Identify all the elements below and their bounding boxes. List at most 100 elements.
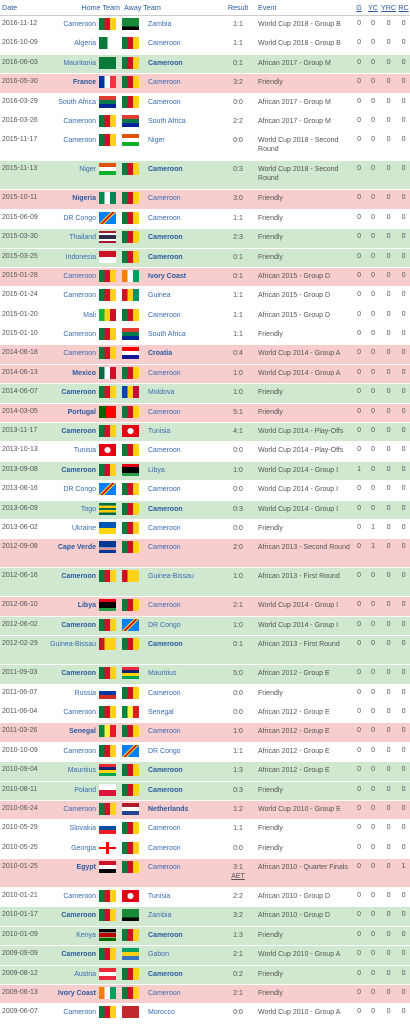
col-home-header[interactable]: Home Team [50, 0, 122, 16]
match-result-link[interactable]: 1:2 [222, 800, 255, 821]
away-team-link[interactable]: Guinea [145, 286, 223, 307]
match-row[interactable]: 2009-09-09 Cameroon Gabon 2:1 World Cup 2010… [0, 945, 410, 966]
away-team-link[interactable]: Netherlands [145, 800, 223, 821]
match-row[interactable]: 2011-03-26 Senegal Cameroon 1:0 African 2012… [0, 722, 410, 743]
match-result-link[interactable]: 2:0 [222, 538, 255, 569]
match-result-link[interactable]: 0:1 [222, 635, 255, 666]
home-team-link[interactable]: Russia [50, 684, 99, 704]
away-team-link[interactable]: Guinea-Bissau [145, 567, 223, 598]
home-team-link[interactable]: Georgia [50, 839, 99, 860]
away-team-link[interactable]: South Africa [145, 112, 223, 133]
match-result-link[interactable]: 1:0 [222, 364, 255, 385]
match-row[interactable]: 2014-06-07 Cameroon Moldova 1:0 Friendly 0 0 0 0 [0, 383, 410, 404]
match-row[interactable]: 2011-09-03 Cameroon Mauritius 5:0 African 20… [0, 664, 410, 685]
match-result-link[interactable]: 3:2 [222, 73, 255, 94]
match-row[interactable]: 2015-11-17 Cameroon Niger 0:0 World Cup 2018… [0, 131, 410, 162]
match-row[interactable]: 2016-11-12 Cameroon Zambia 1:1 World Cup 201… [0, 15, 410, 36]
match-result-link[interactable]: 4:1 [222, 422, 255, 443]
match-row[interactable]: 2013-09-08 Cameroon Libya 1:0 World Cup 2014… [0, 461, 410, 482]
match-result-link[interactable]: 0:0 [222, 93, 255, 113]
col-result-header[interactable]: Result [222, 0, 255, 16]
home-team-link[interactable]: Slovakia [50, 819, 99, 840]
away-team-link[interactable]: Mauritius [145, 664, 223, 685]
home-team-link[interactable]: Algeria [50, 34, 99, 55]
match-row[interactable]: 2010-01-17 Cameroon Zambia 3:2 African 2010 … [0, 906, 410, 927]
home-team-link[interactable]: Cameroon [50, 887, 99, 908]
home-team-link[interactable]: DR Congo [50, 480, 99, 501]
home-team-link[interactable]: DR Congo [50, 209, 99, 230]
away-team-link[interactable]: Zambia [145, 906, 223, 927]
away-team-link[interactable]: Cameroon [145, 189, 223, 210]
match-result-link[interactable]: 0:0 [222, 519, 255, 540]
match-result-link[interactable]: 0:1 [222, 267, 255, 288]
home-team-link[interactable]: Kenya [50, 926, 99, 947]
home-team-link[interactable]: Mauritius [50, 761, 99, 782]
match-row[interactable]: 2010-10-09 Cameroon DR Congo 1:1 African 201… [0, 742, 410, 763]
match-result-link[interactable]: 0:2 [222, 965, 255, 986]
away-team-link[interactable]: Cameroon [145, 538, 223, 569]
match-row[interactable]: 2014-03-05 Portugal Cameroon 5:1 Friendly 0 0 0… [0, 403, 410, 424]
match-row[interactable]: 2012-06-16 Cameroon Guinea-Bissau 1:0 Africa… [0, 567, 410, 598]
away-team-link[interactable]: Niger [145, 131, 223, 162]
away-team-link[interactable]: Cameroon [145, 684, 223, 704]
col-rc-header[interactable]: RC [397, 0, 410, 16]
match-row[interactable]: 2016-03-26 Cameroon South Africa 2:2 African… [0, 112, 410, 133]
home-team-link[interactable]: Cameroon [50, 325, 99, 346]
away-team-link[interactable]: Zambia [145, 15, 223, 36]
match-row[interactable]: 2015-03-30 Thailand Cameroon 2:3 Friendly 0 0 0… [0, 228, 410, 249]
match-result-link[interactable]: 0:0 [222, 703, 255, 724]
away-team-link[interactable]: Cameroon [145, 761, 223, 782]
away-team-link[interactable]: Cameroon [145, 248, 223, 268]
away-team-link[interactable]: Cameroon [145, 781, 223, 801]
match-row[interactable]: 2009-08-12 Austria Cameroon 0:2 Friendly 0 0 0 0 [0, 965, 410, 986]
match-result-link[interactable]: 1:1 [222, 209, 255, 230]
home-team-link[interactable]: Cameroon [50, 567, 99, 598]
match-row[interactable]: 2014-06-13 Mexico Cameroon 1:0 World Cup 201… [0, 364, 410, 385]
home-team-link[interactable]: Indonesia [50, 248, 99, 268]
match-row[interactable]: 2010-01-21 Cameroon Tunisia 2:2 African 2010… [0, 887, 410, 908]
match-row[interactable]: 2010-01-09 Kenya Cameroon 1:3 Friendly 0 0 0 0 [0, 926, 410, 947]
home-team-link[interactable]: Egypt [50, 858, 99, 889]
match-result-link[interactable]: 1:0 [222, 567, 255, 598]
match-result-link[interactable]: 0:3 [222, 500, 255, 520]
home-team-link[interactable]: South Africa [50, 93, 99, 113]
away-team-link[interactable]: Gabon [145, 945, 223, 966]
match-result-link[interactable]: 2:3 [222, 228, 255, 249]
away-team-link[interactable]: Cameroon [145, 519, 223, 540]
match-result-link[interactable]: 1:3 [222, 761, 255, 782]
match-row[interactable]: 2013-10-13 Tunisia Cameroon 0:0 World Cup 20… [0, 441, 410, 462]
match-row[interactable]: 2013-06-16 DR Congo Cameroon 0:0 World Cup 2… [0, 480, 410, 501]
home-team-link[interactable]: Ivory Coast [50, 984, 99, 1005]
match-row[interactable]: 2010-06-24 Cameroon Netherlands 1:2 World Cu… [0, 800, 410, 821]
match-result-link[interactable]: 1:1 [222, 742, 255, 763]
match-result-link[interactable]: 1:1 [222, 325, 255, 346]
away-team-link[interactable]: Cameroon [145, 160, 223, 191]
match-row[interactable]: 2013-11-17 Cameroon Tunisia 4:1 World Cup 20… [0, 422, 410, 443]
match-row[interactable]: 2010-05-29 Slovakia Cameroon 1:1 Friendly 0 0 0… [0, 819, 410, 840]
match-result-link[interactable]: 0:1 [222, 54, 255, 75]
away-team-link[interactable]: Cameroon [145, 209, 223, 230]
away-team-link[interactable]: Cameroon [145, 839, 223, 860]
match-result-link[interactable]: 1:0 [222, 616, 255, 637]
home-team-link[interactable]: Thailand [50, 228, 99, 249]
home-team-link[interactable]: Cameroon [50, 422, 99, 443]
home-team-link[interactable]: Cameroon [50, 15, 99, 36]
match-row[interactable]: 2016-06-03 Mauritania Cameroon 0:1 African 2… [0, 54, 410, 75]
away-team-link[interactable]: DR Congo [145, 616, 223, 637]
home-team-link[interactable]: Ukraine [50, 519, 99, 540]
home-team-link[interactable]: Cameroon [50, 286, 99, 307]
col-yrc-header[interactable]: YRC [380, 0, 398, 16]
home-team-link[interactable]: Cameroon [50, 131, 99, 162]
home-team-link[interactable]: Cameroon [50, 800, 99, 821]
match-result-link[interactable]: 0:0 [222, 441, 255, 462]
match-row[interactable]: 2012-06-10 Libya Cameroon 2:1 World Cup 2014… [0, 596, 410, 617]
match-result-link[interactable]: 5:0 [222, 664, 255, 685]
away-team-link[interactable]: Ivory Coast [145, 267, 223, 288]
home-team-link[interactable]: Cameroon [50, 461, 99, 482]
home-team-link[interactable]: Mali [50, 306, 99, 327]
match-result-link[interactable]: 0:0 [222, 1003, 255, 1024]
match-result-link[interactable]: 0:0 [222, 839, 255, 860]
away-team-link[interactable]: Cameroon [145, 54, 223, 75]
away-team-link[interactable]: Moldova [145, 383, 223, 404]
match-row[interactable]: 2013-06-02 Ukraine Cameroon 0:0 Friendly 0 1 0 0 [0, 519, 410, 540]
